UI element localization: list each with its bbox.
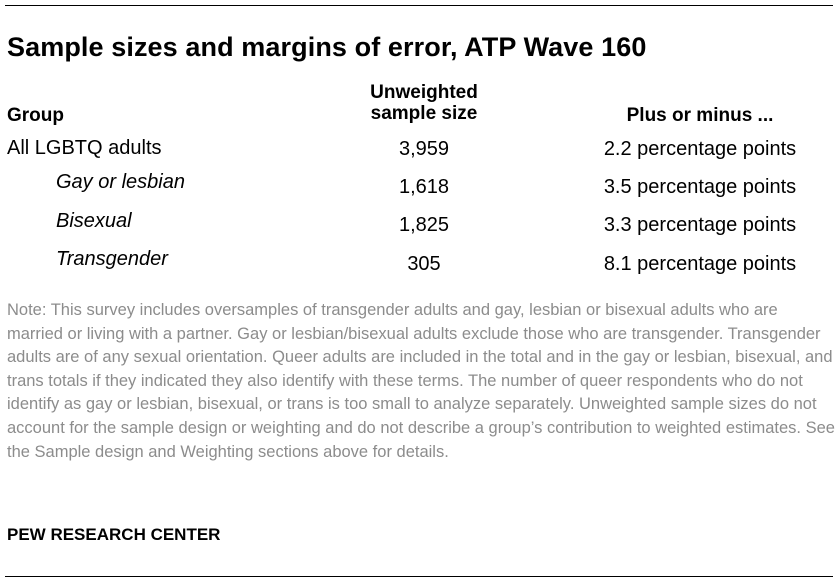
header-margin-of-error: Plus or minus ... [626,105,774,126]
row-all-lgbtq-size: 3,959 [398,138,450,160]
footnote: Note: This survey includes oversamples o… [7,301,835,461]
row-gay-lesbian-size: 1,618 [398,176,450,198]
row-transgender-group: Transgender [56,248,168,270]
row-all-lgbtq-group: All LGBTQ adults [7,137,162,159]
row-gay-lesbian-margin: 3.5 percentage points [603,176,797,198]
page-title: Sample sizes and margins of error, ATP W… [7,32,647,62]
bottom-rule [5,576,833,577]
row-gay-lesbian-group: Gay or lesbian [56,171,185,193]
row-bisexual-size: 1,825 [398,214,450,236]
header-sample-size: Unweighted sample size [370,82,478,124]
row-bisexual-margin: 3.3 percentage points [603,214,797,236]
row-transgender-margin: 8.1 percentage points [603,253,797,275]
row-all-lgbtq-margin: 2.2 percentage points [603,138,797,160]
row-transgender-size: 305 [407,253,441,275]
top-rule [5,5,833,6]
row-bisexual-group: Bisexual [56,210,132,232]
source-credit: PEW RESEARCH CENTER [7,525,221,544]
header-group: Group [7,105,64,126]
